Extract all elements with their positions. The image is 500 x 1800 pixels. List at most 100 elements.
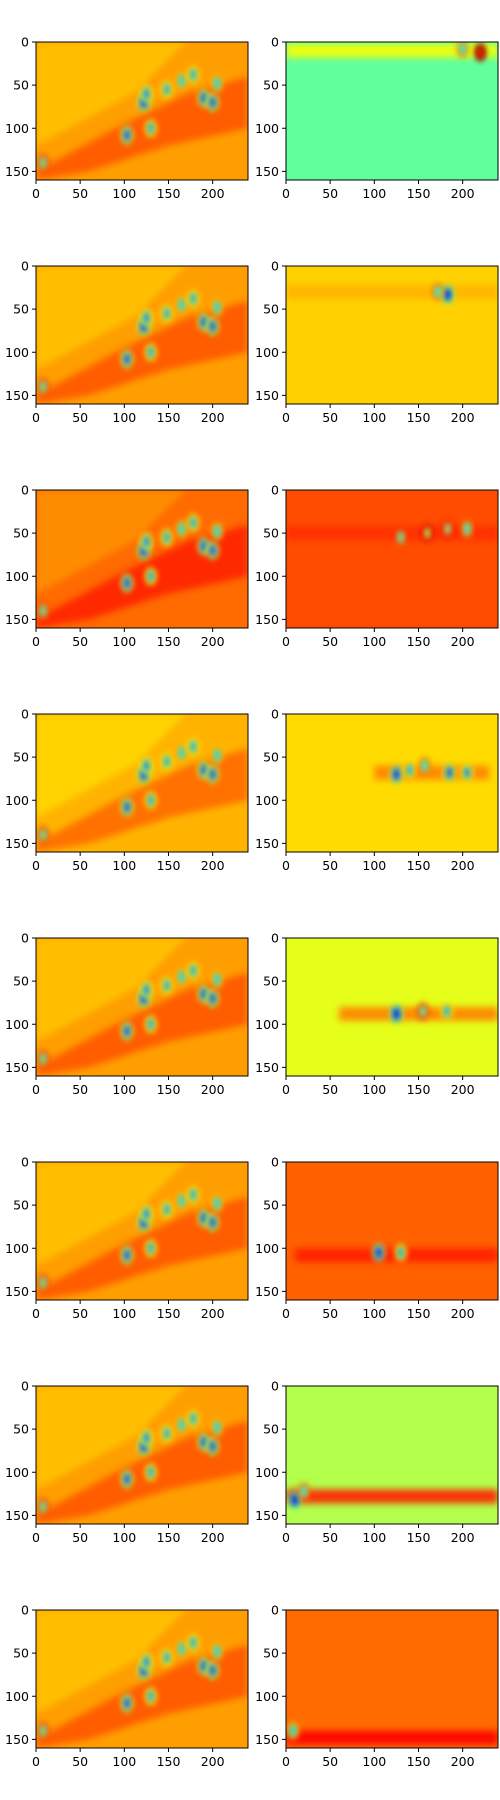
panel-row6-right-x-tick-label: 0: [282, 1306, 290, 1321]
panel-row3-left-diagonal-band: [36, 524, 248, 628]
panel-row5-left-hotspot: [178, 970, 185, 983]
panel-row4-left-y-tick-label: 100: [5, 793, 29, 808]
panel-row8-left-hotspot: [214, 1645, 221, 1658]
panel-row3-left-hotspot: [163, 531, 170, 544]
panel-row1-right-frame: [285, 41, 499, 181]
panel-row2-right-x-tick-label: 200: [451, 410, 475, 425]
panel-row1-left-y-tick-label: 100: [5, 121, 29, 136]
panel-row2-right-x-tick-label: 50: [322, 410, 338, 425]
panel-row7-left-hotspot: [163, 1427, 170, 1440]
panel-row5-left-x-tick-label: 0: [32, 1082, 40, 1097]
panel-row2-left-hotspot: [123, 353, 130, 366]
panel-row2-right-frame: [285, 265, 499, 405]
panel-row5-left-axes: 0 50 100 150 200 0 50 100 150: [5, 931, 249, 1097]
panel-row6-right-background: [286, 1162, 498, 1300]
panel-row4-left-y-tick-label: 150: [5, 836, 29, 851]
panel-row1-left-hotspot: [163, 83, 170, 96]
panel-row5-right-hotspot: [443, 1005, 450, 1018]
panel-row8-right-axes: 0 50 100 150 200 0 50 100 150: [255, 1603, 499, 1769]
panel-row4-right-x-tick-label: 50: [322, 858, 338, 873]
panel-row2-left-y-tick-label: 0: [21, 259, 29, 274]
panel-row3-left-x-tick-label: 50: [72, 634, 88, 649]
panel-row3-right-hotspot: [424, 527, 431, 540]
panel-row4-right-y-tick-label: 150: [255, 836, 279, 851]
panel-row7-right-frame: [285, 1385, 499, 1525]
panel-row2-right-y-tick-label: 50: [263, 302, 279, 317]
panel-row5-right-x-tick-label: 0: [282, 1082, 290, 1097]
panel-row5-right-y-tick-label: 100: [255, 1017, 279, 1032]
panel-row6-left-hotspot: [209, 1216, 216, 1229]
panel-row6-left-y-tick-label: 150: [5, 1284, 29, 1299]
panel-row2-left-y-tick-label: 50: [13, 302, 29, 317]
panel-row5-right-image: [286, 938, 498, 1076]
panel-row1-left-light-region: [36, 42, 187, 146]
panel-row7-right-x-tick-label: 100: [362, 1530, 386, 1545]
panel-row5-left-y-tick-label: 0: [21, 931, 29, 946]
panel-row4-left-hotspot: [163, 755, 170, 768]
panel-row6-left-x-tick-label: 50: [72, 1306, 88, 1321]
panel-row1-left-x-tick-label: 200: [201, 186, 225, 201]
panel-row4-left-x-tick-label: 0: [32, 858, 40, 873]
panel-row7-left-y-tick-label: 50: [13, 1422, 29, 1437]
panel-row3-right-y-tick-label: 100: [255, 569, 279, 584]
panel-row7-left-y-tick-label: 0: [21, 1379, 29, 1394]
panel-row3-right-x-tick-label: 200: [451, 634, 475, 649]
panel-row2-left-x-tick-label: 100: [112, 410, 136, 425]
panel-row7-right-x-tick-label: 50: [322, 1530, 338, 1545]
panel-row3-right-background: [286, 490, 498, 628]
panel-row3-right-y-tick-label: 150: [255, 612, 279, 627]
panel-row5-left-x-tick-label: 150: [157, 1082, 181, 1097]
panel-row2-left-hotspot: [147, 346, 154, 359]
panel-row3-right-x-tick-label: 150: [407, 634, 431, 649]
panel-row8-left-hotspot: [147, 1690, 154, 1703]
panel-row5-left-hotspot: [123, 1025, 130, 1038]
panel-row8-right-y-tick-label: 150: [255, 1732, 279, 1747]
panel-row2-left-diagonal-band: [36, 300, 248, 404]
panel-row7-left-hotspot: [214, 1421, 221, 1434]
panel-row1-right-activation-band: [286, 43, 498, 58]
panel-row7-right-x-tick-label: 0: [282, 1530, 290, 1545]
panel-row7-right-axes: 0 50 100 150 200 0 50 100 150: [255, 1379, 499, 1545]
panel-row4-left-diagonal-band: [36, 748, 248, 852]
panel-row4-right-x-tick-label: 0: [282, 858, 290, 873]
panel-row5-left-hotspot: [200, 988, 207, 1001]
panel-row3-right-hotspot: [444, 522, 451, 535]
panel-row4-left-hotspot: [190, 740, 197, 753]
panel-row7-left-axes: 0 50 100 150 200 0 50 100 150: [5, 1379, 249, 1545]
panel-row8-left-hotspot: [178, 1642, 185, 1655]
panel-row1-right-y-tick-label: 100: [255, 121, 279, 136]
panel-row5-left-y-tick-label: 100: [5, 1017, 29, 1032]
panel-row6-left-x-tick-label: 200: [201, 1306, 225, 1321]
panel-row2-left-hotspot: [178, 298, 185, 311]
panel-row4-left-hotspot: [178, 746, 185, 759]
panel-row8-left-hotspot: [200, 1660, 207, 1673]
panel-row5-left-x-tick-label: 200: [201, 1082, 225, 1097]
panel-row8-left-y-tick-label: 50: [13, 1646, 29, 1661]
panel-row2-left-hotspot: [214, 301, 221, 314]
panel-row3-left-hotspot: [123, 577, 130, 590]
panel-row2-left-x-tick-label: 150: [157, 410, 181, 425]
panel-row3-left-y-tick-label: 0: [21, 483, 29, 498]
panel-row3-right-image: [286, 490, 498, 628]
panel-row5-right-y-tick-label: 0: [271, 931, 279, 946]
panel-row4-left-frame: [35, 713, 249, 853]
panel-row1-right-axes: 0 50 100 150 200 0 50 100 150: [255, 35, 499, 201]
panel-row5-left-frame: [35, 937, 249, 1077]
panel-row5-left-x-tick-label: 100: [112, 1082, 136, 1097]
panel-row3-right-frame: [285, 489, 499, 629]
panel-row3-left-axes: 0 50 100 150 200 0 50 100 150: [5, 483, 249, 649]
panel-row6-right-x-tick-label: 50: [322, 1306, 338, 1321]
panel-row6-left-hotspot: [200, 1212, 207, 1225]
panel-row6-left-hotspot: [147, 1242, 154, 1255]
panel-row8-left-axes: 0 50 100 150 200 0 50 100 150: [5, 1603, 249, 1769]
panel-row1-left-hotspot: [209, 96, 216, 109]
panel-row4-right-image: [286, 714, 498, 852]
panel-row4-right-activation-band: [374, 765, 490, 780]
panel-row1-left-hotspot: [200, 92, 207, 105]
panel-row8-left-x-tick-label: 50: [72, 1754, 88, 1769]
panel-row2-right-x-tick-label: 0: [282, 410, 290, 425]
panel-row8-left-y-tick-label: 100: [5, 1689, 29, 1704]
panel-row7-left-y-tick-label: 100: [5, 1465, 29, 1480]
panel-row4-right-y-tick-label: 0: [271, 707, 279, 722]
panel-row4-left-axes: 0 50 100 150 200 0 50 100 150: [5, 707, 249, 873]
